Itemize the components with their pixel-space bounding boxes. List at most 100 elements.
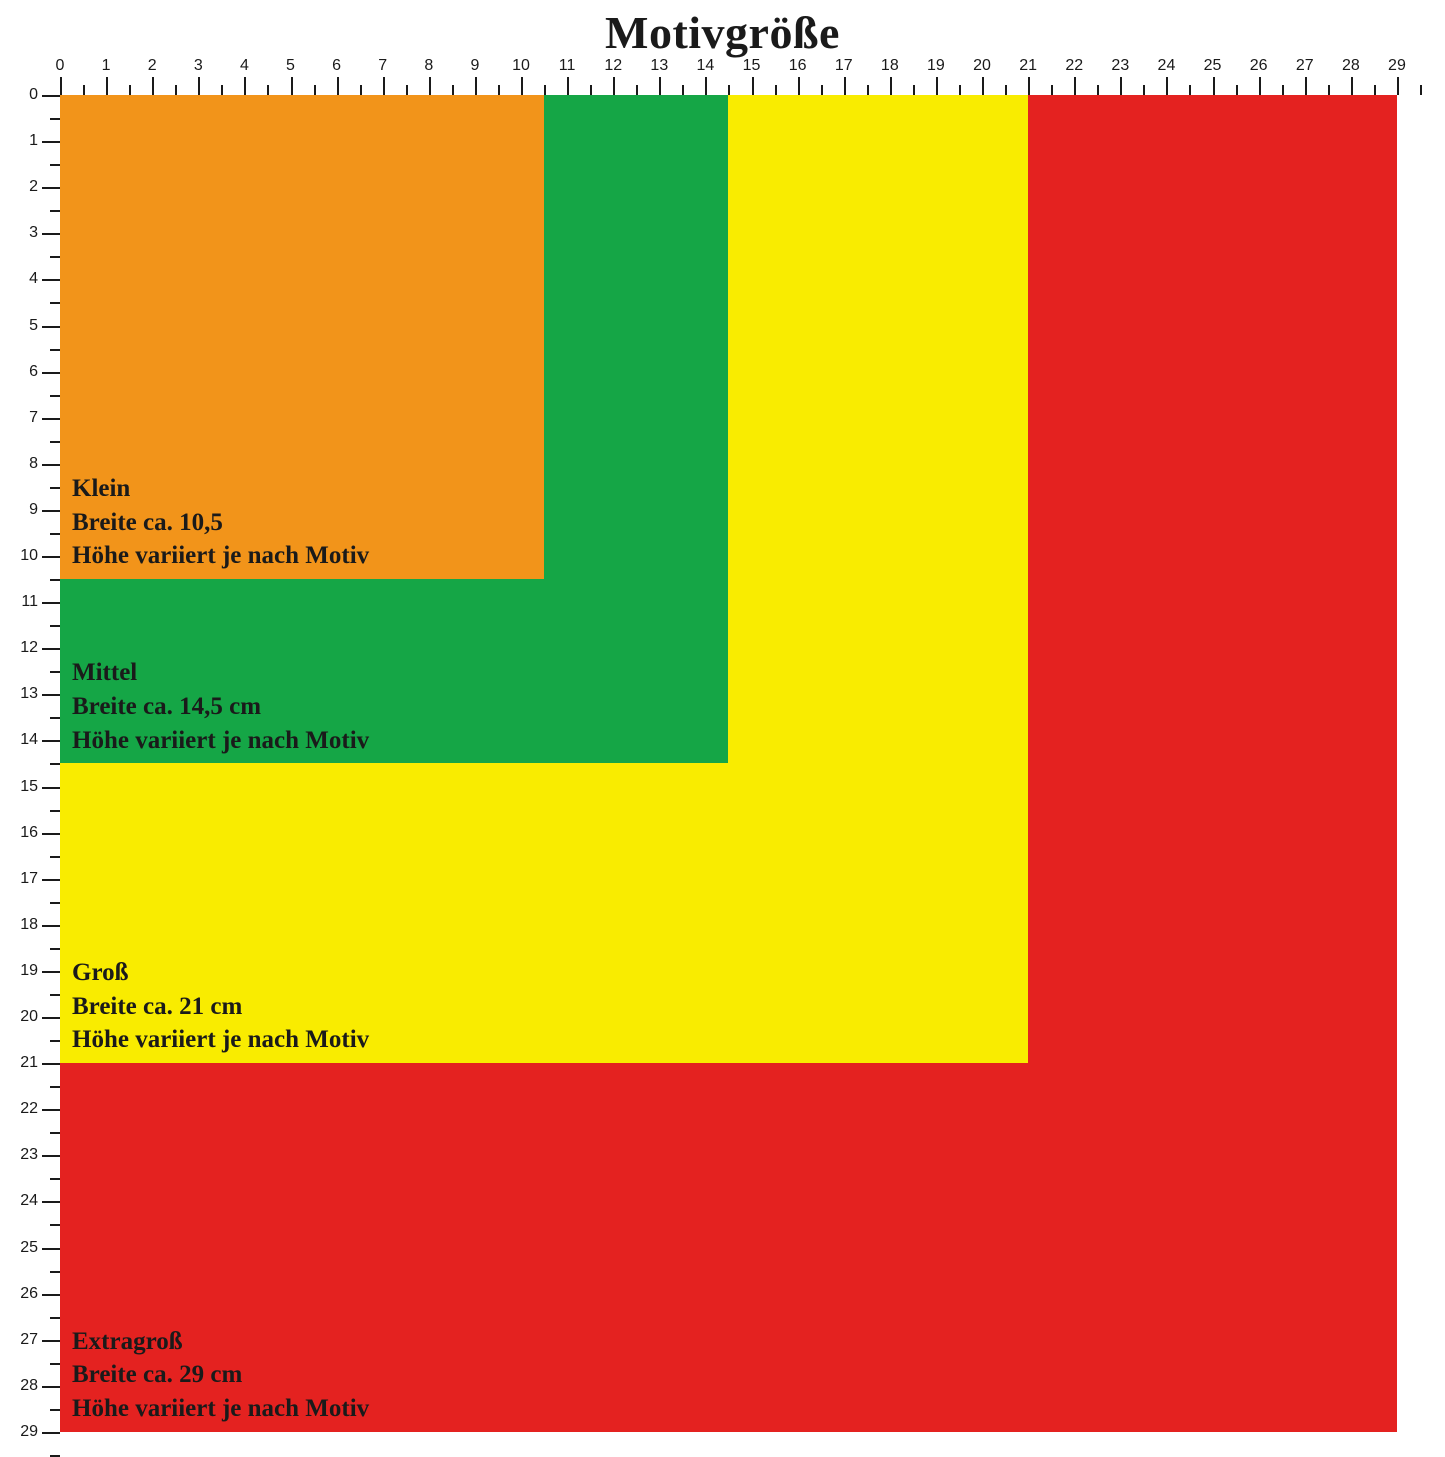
ruler-top-minor-tick bbox=[1282, 85, 1284, 95]
ruler-top-label: 3 bbox=[194, 57, 203, 75]
ruler-left-minor-tick bbox=[50, 1317, 60, 1319]
ruler-top-label: 16 bbox=[789, 57, 807, 75]
size-box-width: Breite ca. 10,5 bbox=[72, 506, 369, 540]
ruler-left-tick bbox=[42, 648, 60, 650]
ruler-left-label: 26 bbox=[20, 1285, 38, 1303]
ruler-top-tick bbox=[982, 77, 984, 95]
ruler-top-tick bbox=[152, 77, 154, 95]
ruler-left-label: 1 bbox=[29, 132, 38, 150]
ruler-left-label: 23 bbox=[20, 1146, 38, 1164]
ruler-left-label: 16 bbox=[20, 824, 38, 842]
ruler-top-minor-tick bbox=[544, 85, 546, 95]
ruler-left-label: 12 bbox=[20, 639, 38, 657]
ruler-left-minor-tick bbox=[50, 625, 60, 627]
ruler-top-label: 2 bbox=[148, 57, 157, 75]
ruler-top-tick bbox=[1166, 77, 1168, 95]
ruler-top-minor-tick bbox=[775, 85, 777, 95]
ruler-left-tick bbox=[42, 833, 60, 835]
ruler-top-label: 9 bbox=[470, 57, 479, 75]
ruler-top-tick bbox=[705, 77, 707, 95]
ruler-top-tick bbox=[1397, 77, 1399, 95]
ruler-top-tick bbox=[1213, 77, 1215, 95]
ruler-left-minor-tick bbox=[50, 487, 60, 489]
ruler-left-label: 5 bbox=[29, 317, 38, 335]
ruler-top-tick bbox=[1028, 77, 1030, 95]
ruler-top-tick bbox=[291, 77, 293, 95]
ruler-left-tick bbox=[42, 879, 60, 881]
ruler-left-label: 0 bbox=[29, 86, 38, 104]
ruler-top-label: 0 bbox=[56, 57, 65, 75]
size-box-label-extragross: ExtragroßBreite ca. 29 cmHöhe variiert j… bbox=[72, 1325, 369, 1426]
ruler-top-minor-tick bbox=[129, 85, 131, 95]
ruler-top-tick bbox=[244, 77, 246, 95]
ruler-top-minor-tick bbox=[1143, 85, 1145, 95]
ruler-left-minor-tick bbox=[50, 395, 60, 397]
ruler-left-minor-tick bbox=[50, 441, 60, 443]
ruler-left-label: 27 bbox=[20, 1331, 38, 1349]
ruler-left-label: 4 bbox=[29, 270, 38, 288]
ruler-top-minor-tick bbox=[821, 85, 823, 95]
ruler-top-minor-tick bbox=[1051, 85, 1053, 95]
ruler-top-minor-tick bbox=[406, 85, 408, 95]
ruler-top-tick bbox=[613, 77, 615, 95]
size-box-name: Klein bbox=[72, 472, 369, 506]
ruler-left-label: 13 bbox=[20, 685, 38, 703]
ruler-top-label: 1 bbox=[102, 57, 111, 75]
ruler-left-minor-tick bbox=[50, 810, 60, 812]
size-box-width: Breite ca. 29 cm bbox=[72, 1358, 369, 1392]
ruler-top-tick bbox=[1259, 77, 1261, 95]
size-box-height: Höhe variiert je nach Motiv bbox=[72, 539, 369, 573]
ruler-left-tick bbox=[42, 418, 60, 420]
ruler-top-minor-tick bbox=[498, 85, 500, 95]
ruler-left-label: 9 bbox=[29, 501, 38, 519]
ruler-top-tick bbox=[567, 77, 569, 95]
ruler-left-minor-tick bbox=[50, 533, 60, 535]
ruler-top-tick bbox=[60, 77, 62, 95]
ruler-left-tick bbox=[42, 233, 60, 235]
ruler-top-label: 19 bbox=[927, 57, 945, 75]
size-box-label-mittel: MittelBreite ca. 14,5 cmHöhe variiert je… bbox=[72, 656, 369, 757]
ruler-left-minor-tick bbox=[50, 1363, 60, 1365]
ruler-top-minor-tick bbox=[1328, 85, 1330, 95]
ruler-top-label: 24 bbox=[1158, 57, 1176, 75]
ruler-left-label: 17 bbox=[20, 870, 38, 888]
ruler-top-label: 15 bbox=[743, 57, 761, 75]
size-box-height: Höhe variiert je nach Motiv bbox=[72, 724, 369, 758]
ruler-top-label: 27 bbox=[1296, 57, 1314, 75]
ruler-top-tick bbox=[106, 77, 108, 95]
ruler-left-tick bbox=[42, 1386, 60, 1388]
ruler-left-tick bbox=[42, 787, 60, 789]
ruler-top-minor-tick bbox=[682, 85, 684, 95]
ruler-left-tick bbox=[42, 187, 60, 189]
ruler-left-tick bbox=[42, 556, 60, 558]
ruler-top-label: 17 bbox=[835, 57, 853, 75]
ruler-left: 0123456789101112131415161718192021222324… bbox=[5, 95, 60, 1440]
ruler-left-minor-tick bbox=[50, 1086, 60, 1088]
page-title: Motivgröße bbox=[0, 0, 1445, 59]
ruler-top-label: 18 bbox=[881, 57, 899, 75]
ruler-left-tick bbox=[42, 1201, 60, 1203]
size-box-width: Breite ca. 21 cm bbox=[72, 990, 369, 1024]
size-box-height: Höhe variiert je nach Motiv bbox=[72, 1392, 369, 1426]
size-box-klein: KleinBreite ca. 10,5Höhe variiert je nac… bbox=[60, 95, 544, 579]
ruler-top-minor-tick bbox=[1097, 85, 1099, 95]
ruler-top-tick bbox=[1120, 77, 1122, 95]
ruler-top: 0123456789101112131415161718192021222324… bbox=[60, 55, 1420, 95]
ruler-top-minor-tick bbox=[314, 85, 316, 95]
ruler-left-minor-tick bbox=[50, 1132, 60, 1134]
ruler-top-tick bbox=[1074, 77, 1076, 95]
ruler-top-label: 23 bbox=[1111, 57, 1129, 75]
ruler-left-tick bbox=[42, 1432, 60, 1434]
ruler-top-tick bbox=[383, 77, 385, 95]
ruler-left-label: 10 bbox=[20, 547, 38, 565]
size-box-name: Extragroß bbox=[72, 1325, 369, 1359]
ruler-left-minor-tick bbox=[50, 118, 60, 120]
ruler-top-tick bbox=[752, 77, 754, 95]
ruler-left-tick bbox=[42, 602, 60, 604]
ruler-left-minor-tick bbox=[50, 1178, 60, 1180]
ruler-left-minor-tick bbox=[50, 856, 60, 858]
ruler-left-label: 15 bbox=[20, 778, 38, 796]
ruler-left-minor-tick bbox=[50, 948, 60, 950]
ruler-left-minor-tick bbox=[50, 164, 60, 166]
ruler-top-tick bbox=[798, 77, 800, 95]
